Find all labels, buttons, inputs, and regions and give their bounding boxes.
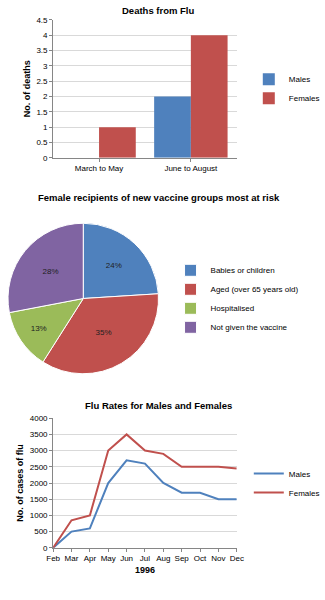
svg-text:Females: Females <box>289 94 320 103</box>
svg-text:13%: 13% <box>31 324 47 333</box>
svg-text:Hospitalised: Hospitalised <box>211 304 255 313</box>
svg-text:March to May: March to May <box>75 164 123 173</box>
svg-text:Flu Rates for Males and Female: Flu Rates for Males and Females <box>85 400 232 411</box>
svg-text:Not given the vaccine: Not given the vaccine <box>211 323 288 332</box>
svg-text:Feb: Feb <box>46 554 60 563</box>
svg-text:3.5: 3.5 <box>36 46 48 55</box>
svg-text:Deaths from Flu: Deaths from Flu <box>122 5 195 16</box>
svg-text:Dec: Dec <box>230 554 244 563</box>
svg-text:June to August: June to August <box>164 164 218 173</box>
svg-text:Female recipients of new vacci: Female recipients of new vaccine groups … <box>38 192 280 203</box>
svg-text:1500: 1500 <box>30 495 48 504</box>
svg-text:No. of cases of flu: No. of cases of flu <box>15 444 25 522</box>
svg-text:Oct: Oct <box>194 554 207 563</box>
svg-text:Males: Males <box>289 75 310 84</box>
svg-text:1000: 1000 <box>30 511 48 520</box>
svg-text:0: 0 <box>43 544 48 553</box>
svg-text:35%: 35% <box>95 328 111 337</box>
svg-text:3500: 3500 <box>30 430 48 439</box>
svg-text:Males: Males <box>289 470 310 479</box>
svg-text:2.5: 2.5 <box>36 77 48 86</box>
svg-text:2: 2 <box>43 92 48 101</box>
svg-text:Females: Females <box>289 489 320 498</box>
svg-text:2000: 2000 <box>30 479 48 488</box>
svg-text:1.5: 1.5 <box>36 108 48 117</box>
svg-text:28%: 28% <box>42 267 58 276</box>
svg-text:Nov: Nov <box>211 554 225 563</box>
svg-text:May: May <box>101 554 116 563</box>
svg-text:Babies or children: Babies or children <box>211 266 275 275</box>
svg-text:Aged (over 65 years old): Aged (over 65 years old) <box>211 285 299 294</box>
svg-text:Mar: Mar <box>65 554 79 563</box>
svg-text:500: 500 <box>34 527 48 536</box>
svg-text:Apr: Apr <box>84 554 97 563</box>
svg-text:3: 3 <box>43 62 48 71</box>
svg-text:4000: 4000 <box>30 414 48 423</box>
svg-text:3000: 3000 <box>30 446 48 455</box>
svg-text:24%: 24% <box>106 261 122 270</box>
svg-text:Jul: Jul <box>140 554 150 563</box>
svg-text:0: 0 <box>43 154 48 163</box>
svg-text:Sep: Sep <box>175 554 190 563</box>
svg-text:No. of deaths: No. of deaths <box>22 60 32 117</box>
svg-text:Jun: Jun <box>120 554 133 563</box>
svg-text:2500: 2500 <box>30 463 48 472</box>
svg-text:1: 1 <box>43 123 48 132</box>
svg-text:Aug: Aug <box>156 554 170 563</box>
svg-text:4: 4 <box>43 31 48 40</box>
svg-text:1996: 1996 <box>135 565 155 575</box>
svg-text:4.5: 4.5 <box>36 16 48 25</box>
svg-text:0.5: 0.5 <box>36 138 48 147</box>
